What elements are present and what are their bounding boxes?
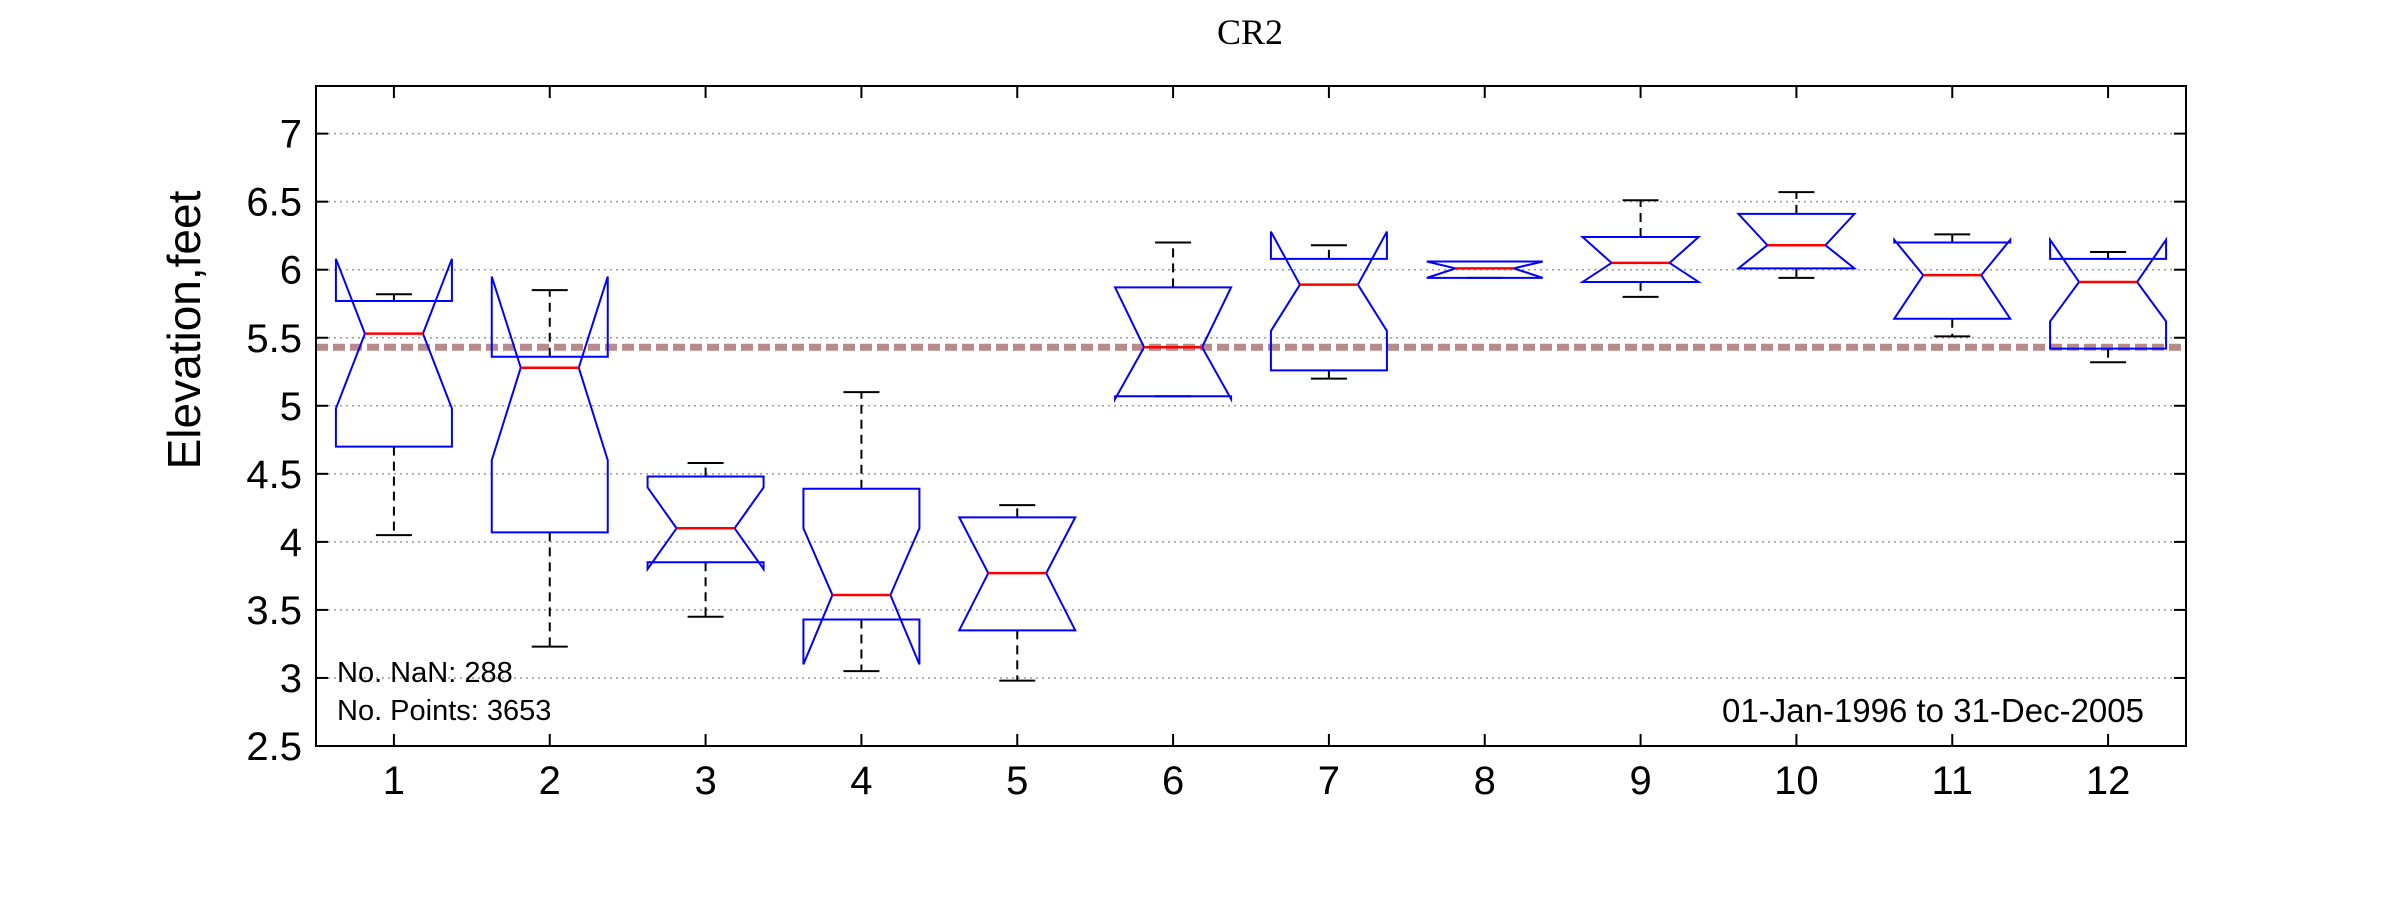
x-tick-label: 9 — [1629, 759, 1651, 803]
box-month-8 — [1426, 260, 1544, 279]
notched-box — [334, 258, 453, 448]
point-count-annotation: No. Points: 3653 — [337, 695, 551, 727]
boxes — [334, 191, 2168, 682]
gridlines — [316, 132, 2186, 747]
notched-box — [802, 487, 921, 665]
x-tick-label: 11 — [1931, 759, 1973, 803]
notched-box — [1735, 212, 1858, 270]
x-tick-label: 1 — [383, 759, 405, 803]
y-tick-label: 5.5 — [246, 317, 302, 361]
box-month-7 — [1269, 231, 1388, 380]
x-axis-ticks: 1 2 3 4 5 6 7 8 9 10 11 12 — [383, 86, 2131, 803]
x-tick-label: 5 — [1006, 759, 1028, 803]
notched-box — [1269, 231, 1388, 372]
y-tick-label: 3.5 — [246, 589, 302, 633]
x-tick-label: 2 — [539, 759, 561, 803]
box-month-9 — [1579, 199, 1702, 298]
box-month-6 — [1113, 241, 1233, 403]
box-month-10 — [1735, 191, 1858, 279]
chart-title: CR2 — [1217, 12, 1283, 52]
x-tick-label: 12 — [2086, 759, 2131, 803]
y-tick-label: 2.5 — [246, 725, 302, 769]
notched-box — [2049, 236, 2168, 350]
x-tick-label: 7 — [1318, 759, 1340, 803]
y-axis-ticks: 2.5 3 3.5 4 4.5 5 5.5 6 6.5 7 — [246, 113, 2186, 769]
notched-box — [1579, 236, 1702, 283]
box-month-3 — [646, 461, 765, 618]
y-axis-label: Elevation,feet — [158, 190, 210, 469]
y-tick-label: 7 — [280, 113, 302, 157]
notched-box — [1113, 286, 1233, 403]
plot-area-frame — [315, 85, 2187, 747]
y-tick-label: 4.5 — [246, 453, 302, 497]
y-tick-label: 6.5 — [246, 181, 302, 225]
date-range-annotation: 01-Jan-1996 to 31-Dec-2005 — [1722, 692, 2144, 729]
box-month-11 — [1892, 233, 2013, 338]
x-tick-label: 4 — [850, 759, 872, 803]
notched-box — [490, 276, 609, 534]
x-tick-label: 8 — [1474, 759, 1496, 803]
x-tick-label: 6 — [1162, 759, 1184, 803]
box-month-4 — [802, 391, 921, 673]
x-tick-label: 3 — [694, 759, 716, 803]
y-tick-label: 3 — [280, 657, 302, 701]
box-month-2 — [490, 276, 609, 648]
box-month-12 — [2049, 236, 2168, 364]
x-tick-label: 10 — [1774, 759, 1819, 803]
nan-count-annotation: No. NaN: 288 — [337, 657, 513, 689]
box-month-1 — [334, 258, 453, 537]
notched-box — [1892, 236, 2013, 320]
y-tick-label: 4 — [280, 521, 302, 565]
y-tick-label: 6 — [280, 249, 302, 293]
y-tick-label: 5 — [280, 385, 302, 429]
notched-box — [646, 475, 765, 573]
box-month-5 — [957, 504, 1077, 682]
